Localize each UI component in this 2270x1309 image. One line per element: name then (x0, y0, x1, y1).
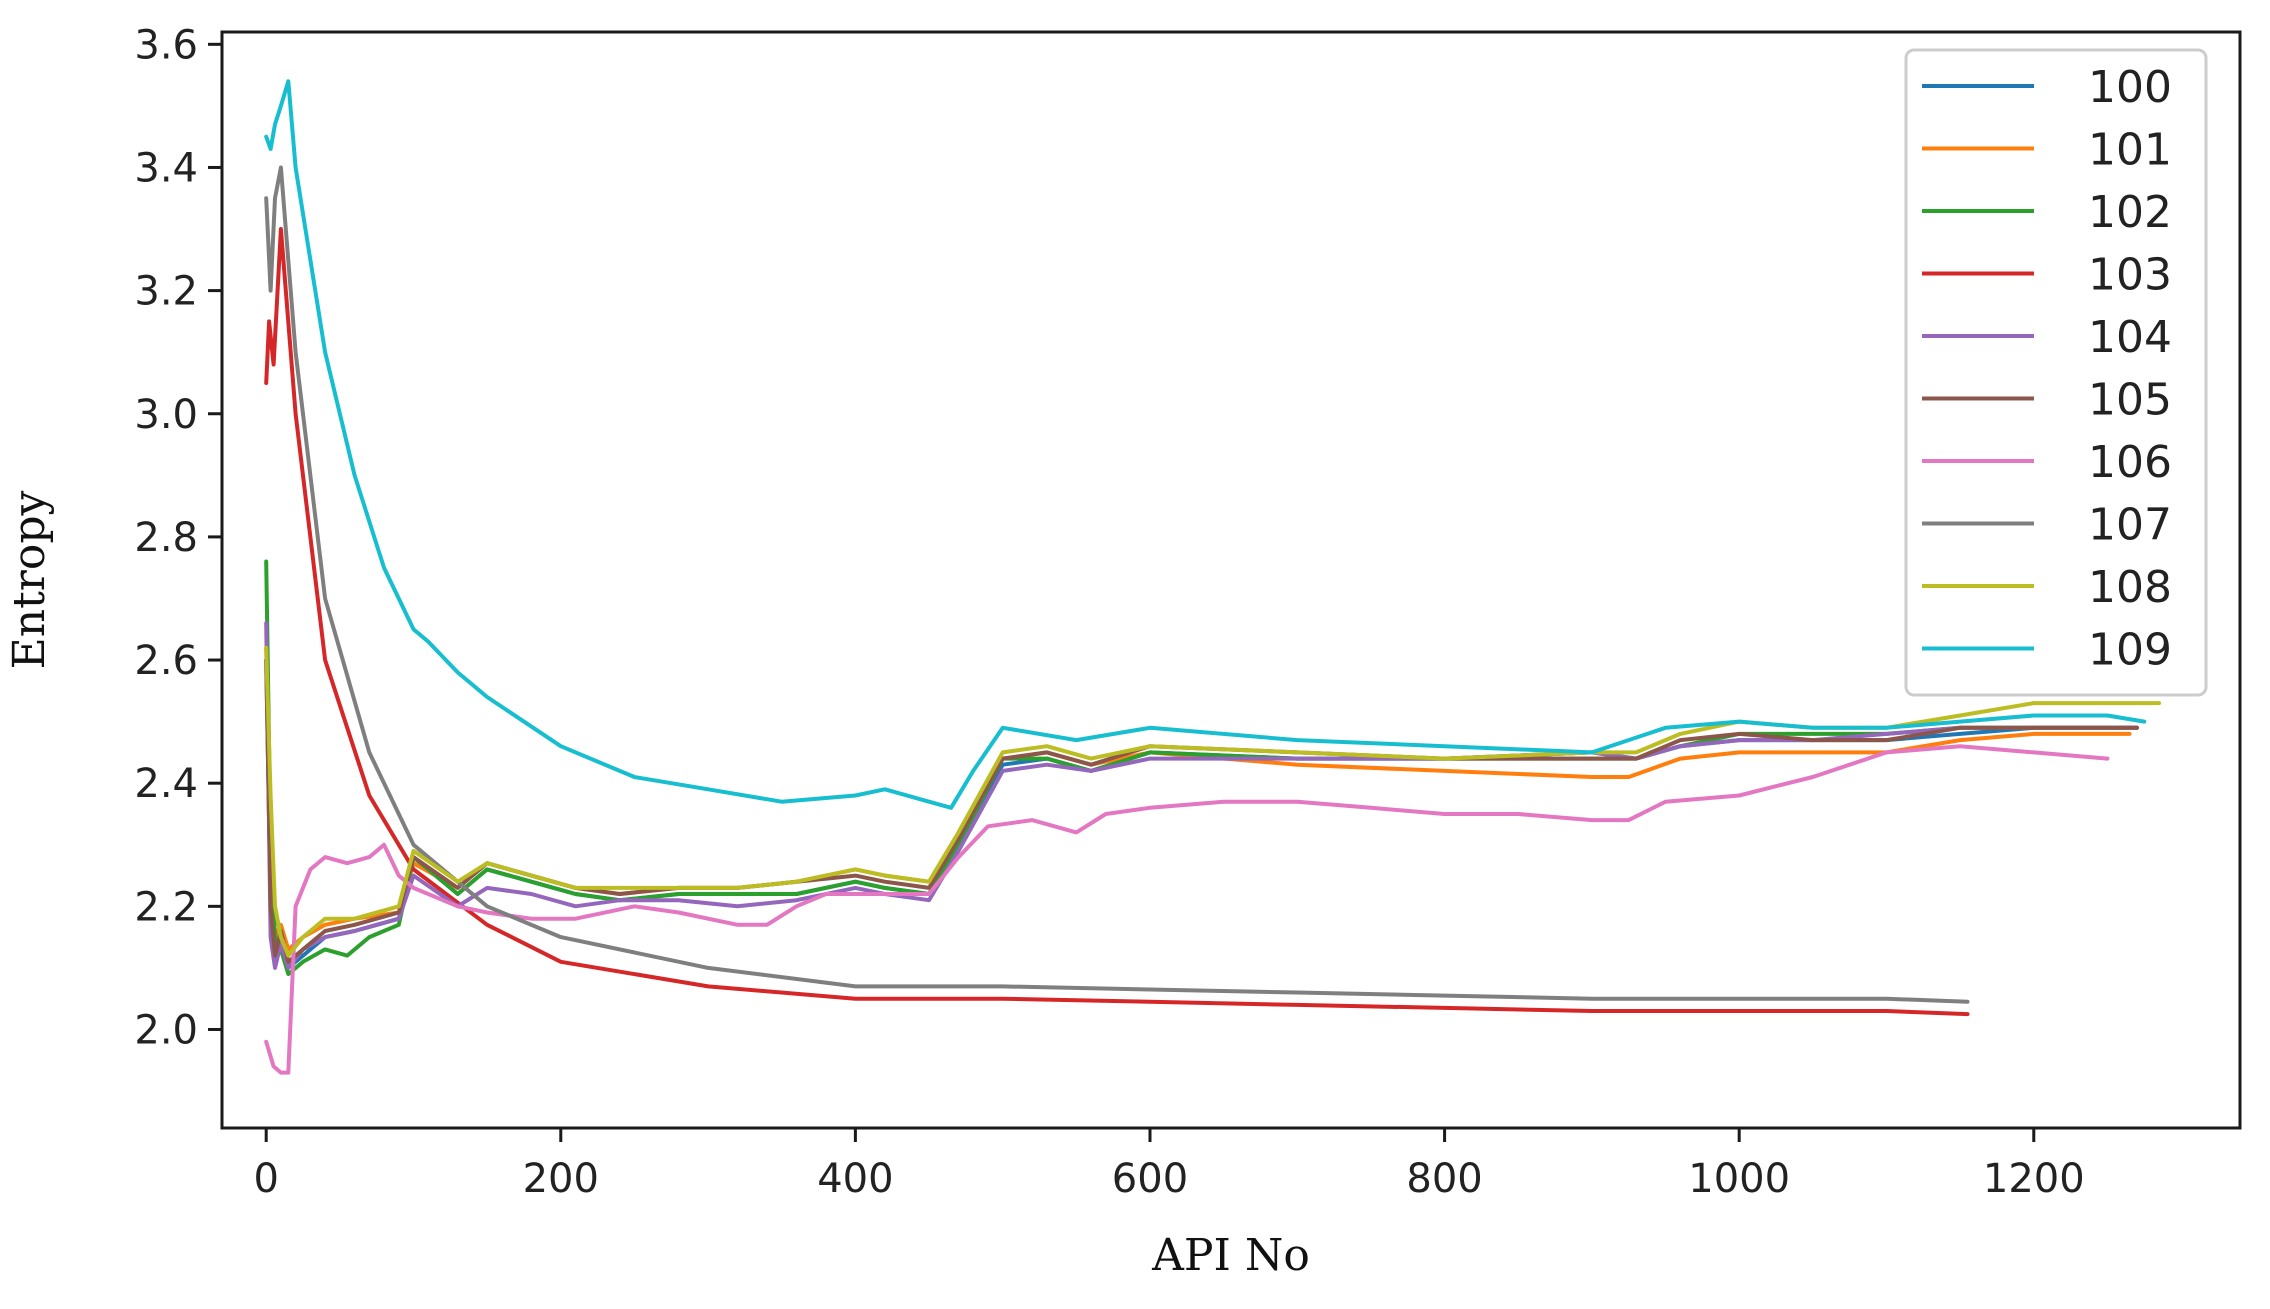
y-tick-label: 2.0 (134, 1007, 198, 1053)
series-line-108 (264, 645, 2161, 958)
series-line-106 (264, 744, 2110, 1075)
x-tick-label: 400 (817, 1156, 893, 1202)
y-tick-label: 2.4 (134, 761, 198, 807)
x-tick-label: 0 (253, 1156, 278, 1202)
x-tick-label: 1000 (1688, 1156, 1790, 1202)
legend-label-100: 100 (2088, 62, 2172, 113)
y-axis-label: Entropy (4, 491, 55, 670)
x-tick-label: 600 (1112, 1156, 1188, 1202)
y-tick-label: 2.6 (134, 638, 198, 684)
legend: 100 101 102 103 104 105 106 107 108 109 (1904, 48, 2208, 697)
legend-label-105: 105 (2088, 375, 2172, 426)
series-layer (264, 79, 2161, 1075)
series-line-107 (264, 165, 1970, 1004)
y-tick-label: 3.4 (134, 145, 198, 191)
legend-label-107: 107 (2088, 500, 2172, 551)
x-axis-label: API No (1151, 1230, 1310, 1281)
legend-label-104: 104 (2088, 312, 2172, 363)
plot-frame (220, 30, 2242, 1130)
x-tick-label: 200 (523, 1156, 599, 1202)
x-tick-label: 1200 (1983, 1156, 2085, 1202)
y-tick-label: 3.0 (134, 392, 198, 438)
tick-layer: 0 200 400 600 800 1000 1200 2.0 2.2 2.4 2.6 2.8 3.0 3… (134, 22, 2084, 1202)
legend-label-106: 106 (2088, 437, 2172, 488)
series-line-109 (264, 79, 2147, 810)
x-tick-label: 800 (1406, 1156, 1482, 1202)
legend-label-103: 103 (2088, 250, 2172, 301)
y-tick-label: 3.2 (134, 269, 198, 315)
legend-label-101: 101 (2088, 125, 2172, 176)
y-tick-label: 3.6 (134, 22, 198, 68)
series-line-103 (264, 227, 1970, 1017)
legend-label-109: 109 (2088, 625, 2172, 676)
legend-label-102: 102 (2088, 187, 2172, 238)
y-tick-label: 2.2 (134, 884, 198, 930)
series-line-104 (264, 621, 2139, 970)
series-line-105 (264, 658, 2139, 964)
y-tick-label: 2.8 (134, 515, 198, 561)
legend-label-108: 108 (2088, 562, 2172, 613)
